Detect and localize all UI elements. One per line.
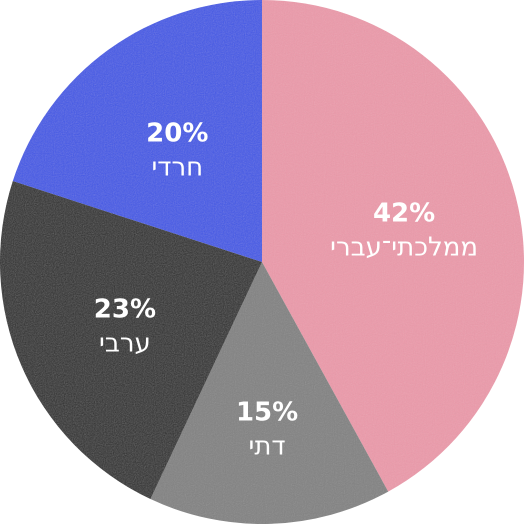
slice-name-label-3: ערבי xyxy=(99,328,151,358)
pie-slice-4 xyxy=(12,0,262,262)
slice-percent-label-3: 23% xyxy=(94,294,156,324)
pie-slice-2 xyxy=(150,262,389,524)
pie-slice-3 xyxy=(0,181,262,500)
slice-name-label-2: דתי xyxy=(249,431,286,461)
slice-name-label-4: חרדי xyxy=(151,152,203,182)
slice-percent-label-1: 42% xyxy=(373,199,435,229)
slice-percent-label-4: 20% xyxy=(146,118,208,148)
pie-slice-1 xyxy=(262,0,524,492)
slice-percent-label-2: 15% xyxy=(236,397,298,427)
slice-name-label-1: ממלכתי־עברי xyxy=(330,233,478,263)
pie-labels: 42% ממלכתי־עברי 15% דתי 23% ערבי 20% חרדי xyxy=(94,118,478,461)
